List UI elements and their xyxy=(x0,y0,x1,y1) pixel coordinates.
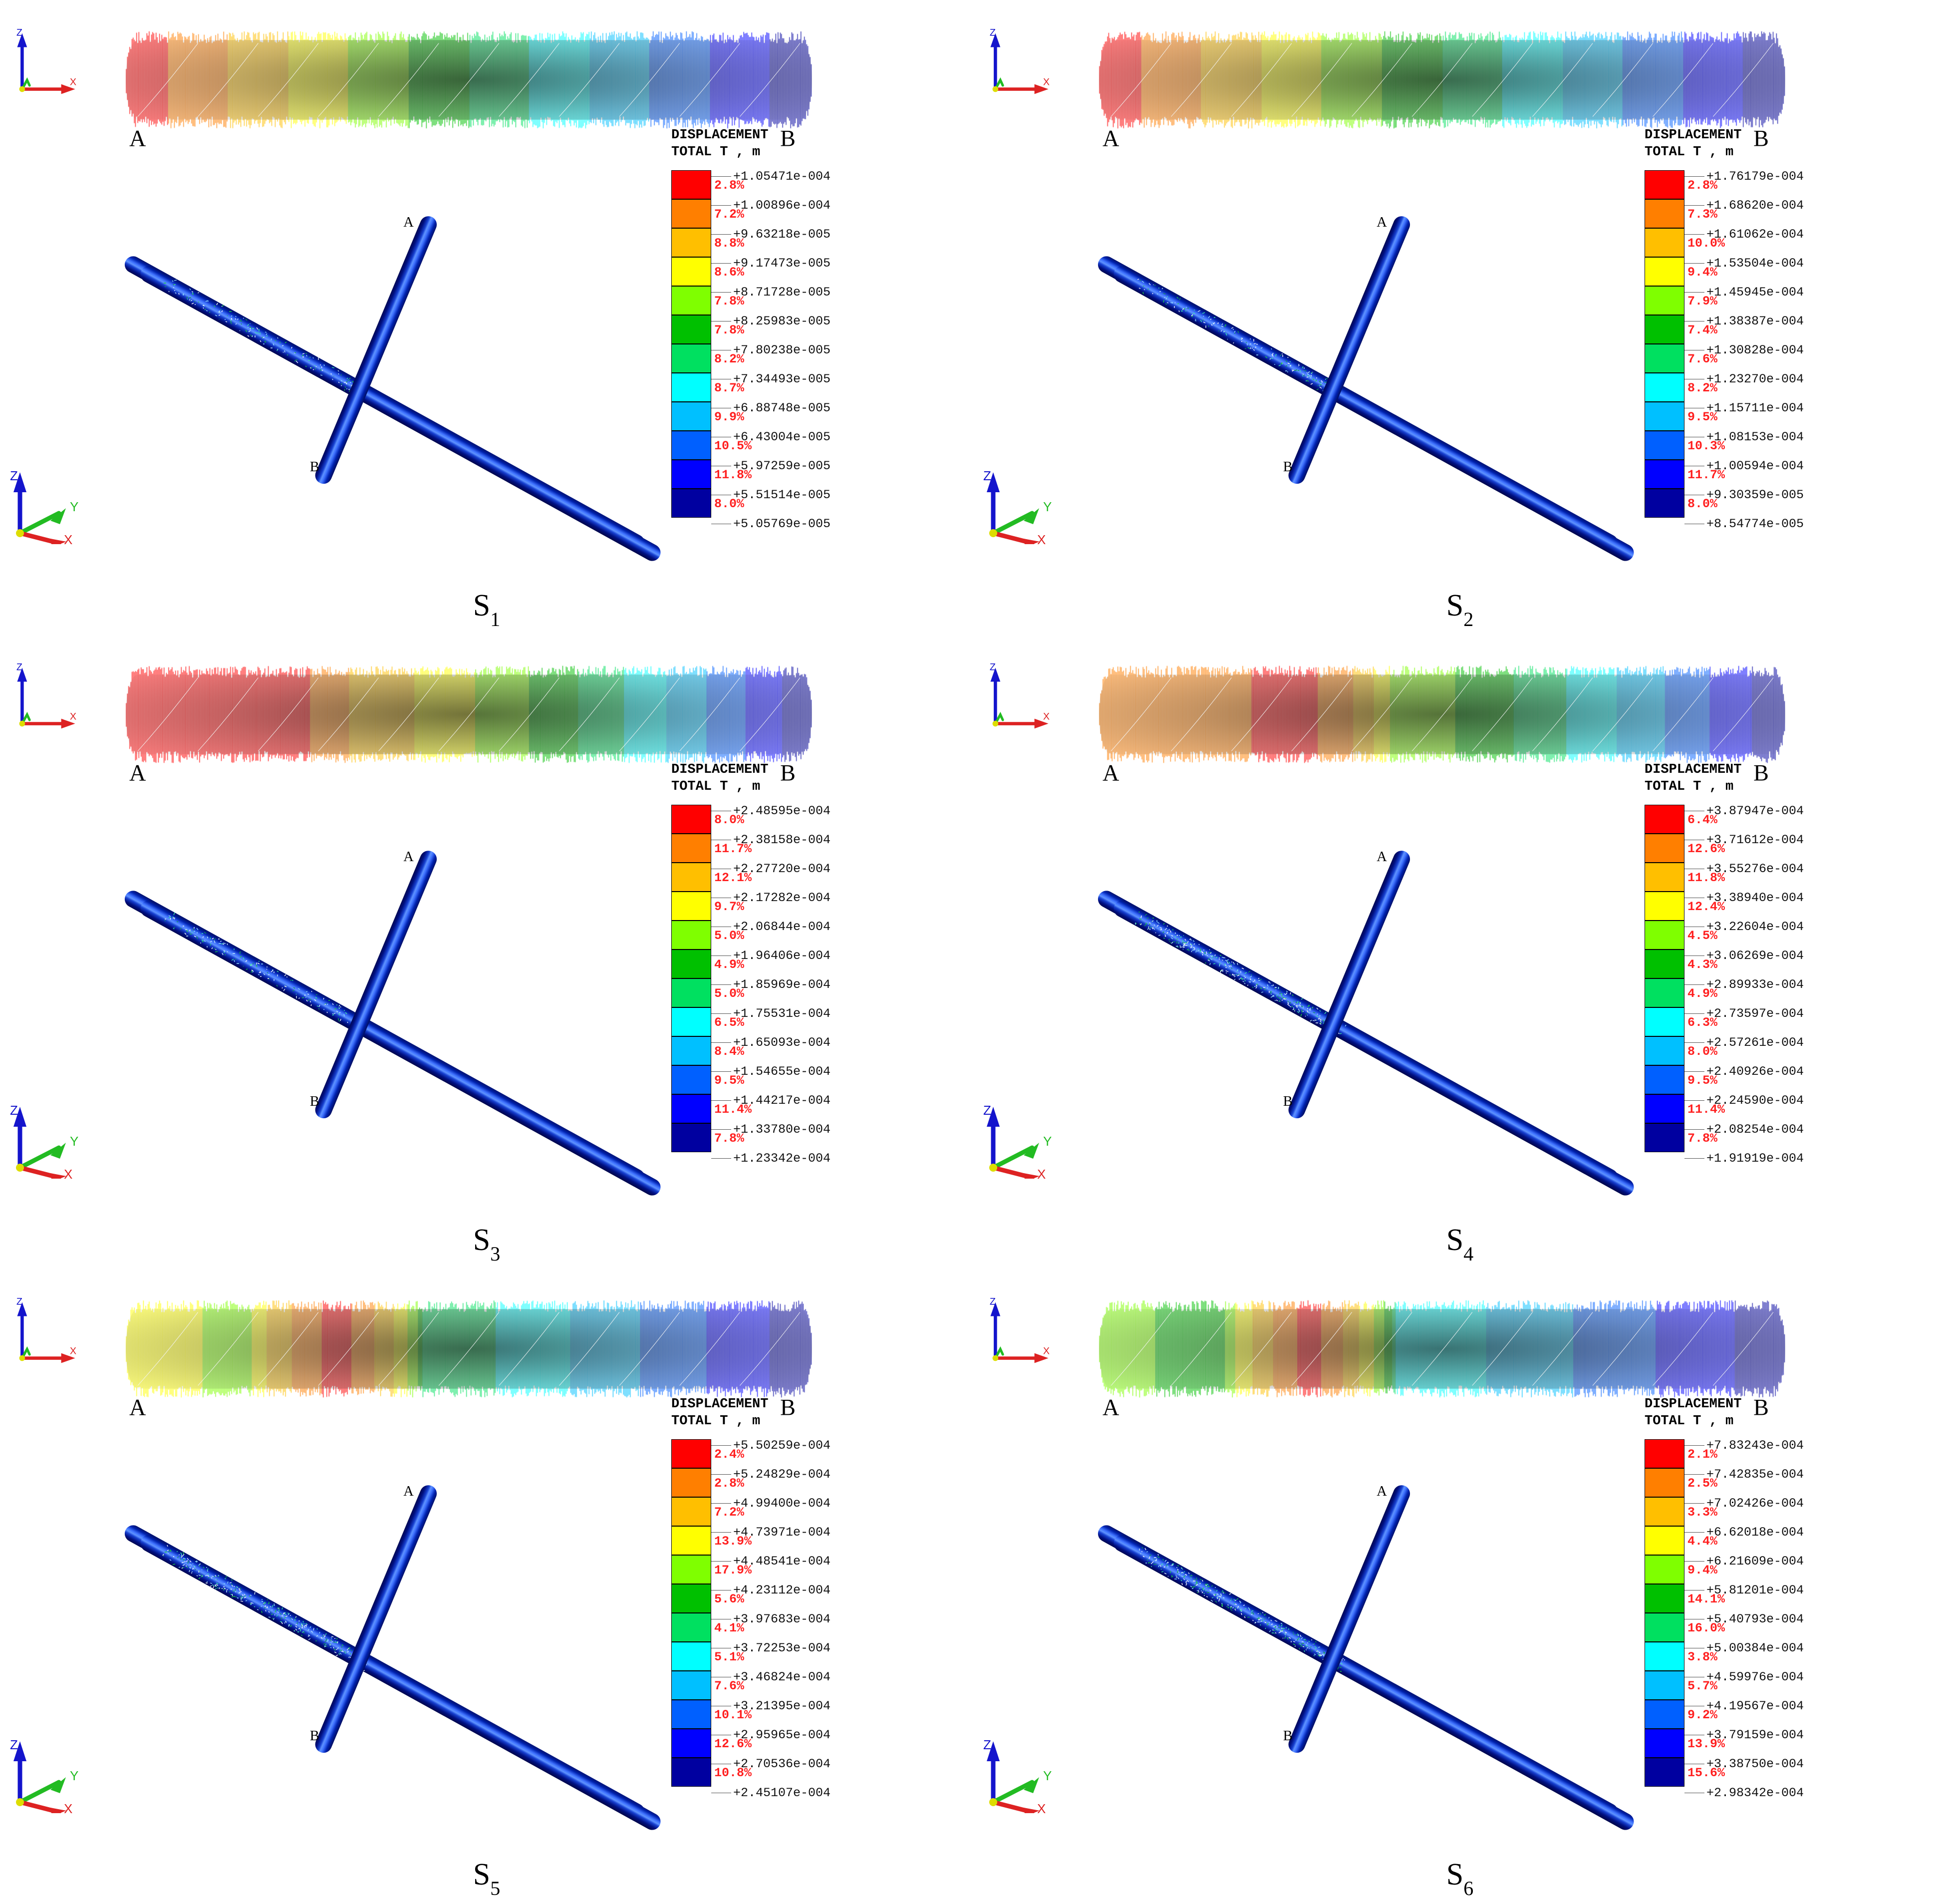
svg-text:Z: Z xyxy=(990,1296,996,1307)
svg-text:X: X xyxy=(64,1801,72,1813)
svg-text:X: X xyxy=(70,76,76,87)
svg-text:A: A xyxy=(1103,760,1119,785)
svg-text:A: A xyxy=(1103,1394,1119,1420)
svg-text:B: B xyxy=(1283,1728,1293,1744)
svg-text:X: X xyxy=(70,1345,76,1356)
svg-text:X: X xyxy=(1037,1167,1046,1179)
svg-text:Z: Z xyxy=(16,1296,22,1307)
svg-text:Z: Z xyxy=(10,469,18,483)
svg-text:Z: Z xyxy=(990,662,996,672)
svg-text:Z: Z xyxy=(990,27,996,38)
svg-text:X: X xyxy=(1037,1801,1046,1813)
svg-text:Z: Z xyxy=(983,1738,991,1752)
svg-text:B: B xyxy=(310,1728,319,1744)
svg-text:X: X xyxy=(1043,711,1050,722)
svg-text:A: A xyxy=(1377,215,1387,230)
svg-text:Z: Z xyxy=(10,1104,18,1118)
svg-text:Z: Z xyxy=(16,662,22,672)
svg-text:X: X xyxy=(70,711,76,722)
svg-text:A: A xyxy=(129,125,146,151)
svg-text:A: A xyxy=(129,1394,146,1420)
svg-text:B: B xyxy=(310,1094,319,1109)
svg-text:Z: Z xyxy=(983,469,991,483)
svg-text:A: A xyxy=(403,1484,414,1499)
svg-text:A: A xyxy=(403,215,414,230)
svg-text:X: X xyxy=(64,532,72,544)
svg-text:X: X xyxy=(1037,532,1046,544)
svg-text:X: X xyxy=(1043,1345,1050,1356)
svg-text:X: X xyxy=(1043,76,1050,87)
svg-text:A: A xyxy=(1377,849,1387,865)
svg-text:A: A xyxy=(1103,125,1119,151)
svg-text:B: B xyxy=(1283,1094,1293,1109)
svg-text:A: A xyxy=(129,760,146,785)
svg-text:Z: Z xyxy=(983,1104,991,1118)
svg-text:A: A xyxy=(1377,1484,1387,1499)
svg-text:Z: Z xyxy=(10,1738,18,1752)
svg-text:B: B xyxy=(1283,459,1293,475)
svg-text:X: X xyxy=(64,1167,72,1179)
svg-text:A: A xyxy=(403,849,414,865)
svg-text:Z: Z xyxy=(16,27,22,38)
svg-text:B: B xyxy=(310,459,319,475)
